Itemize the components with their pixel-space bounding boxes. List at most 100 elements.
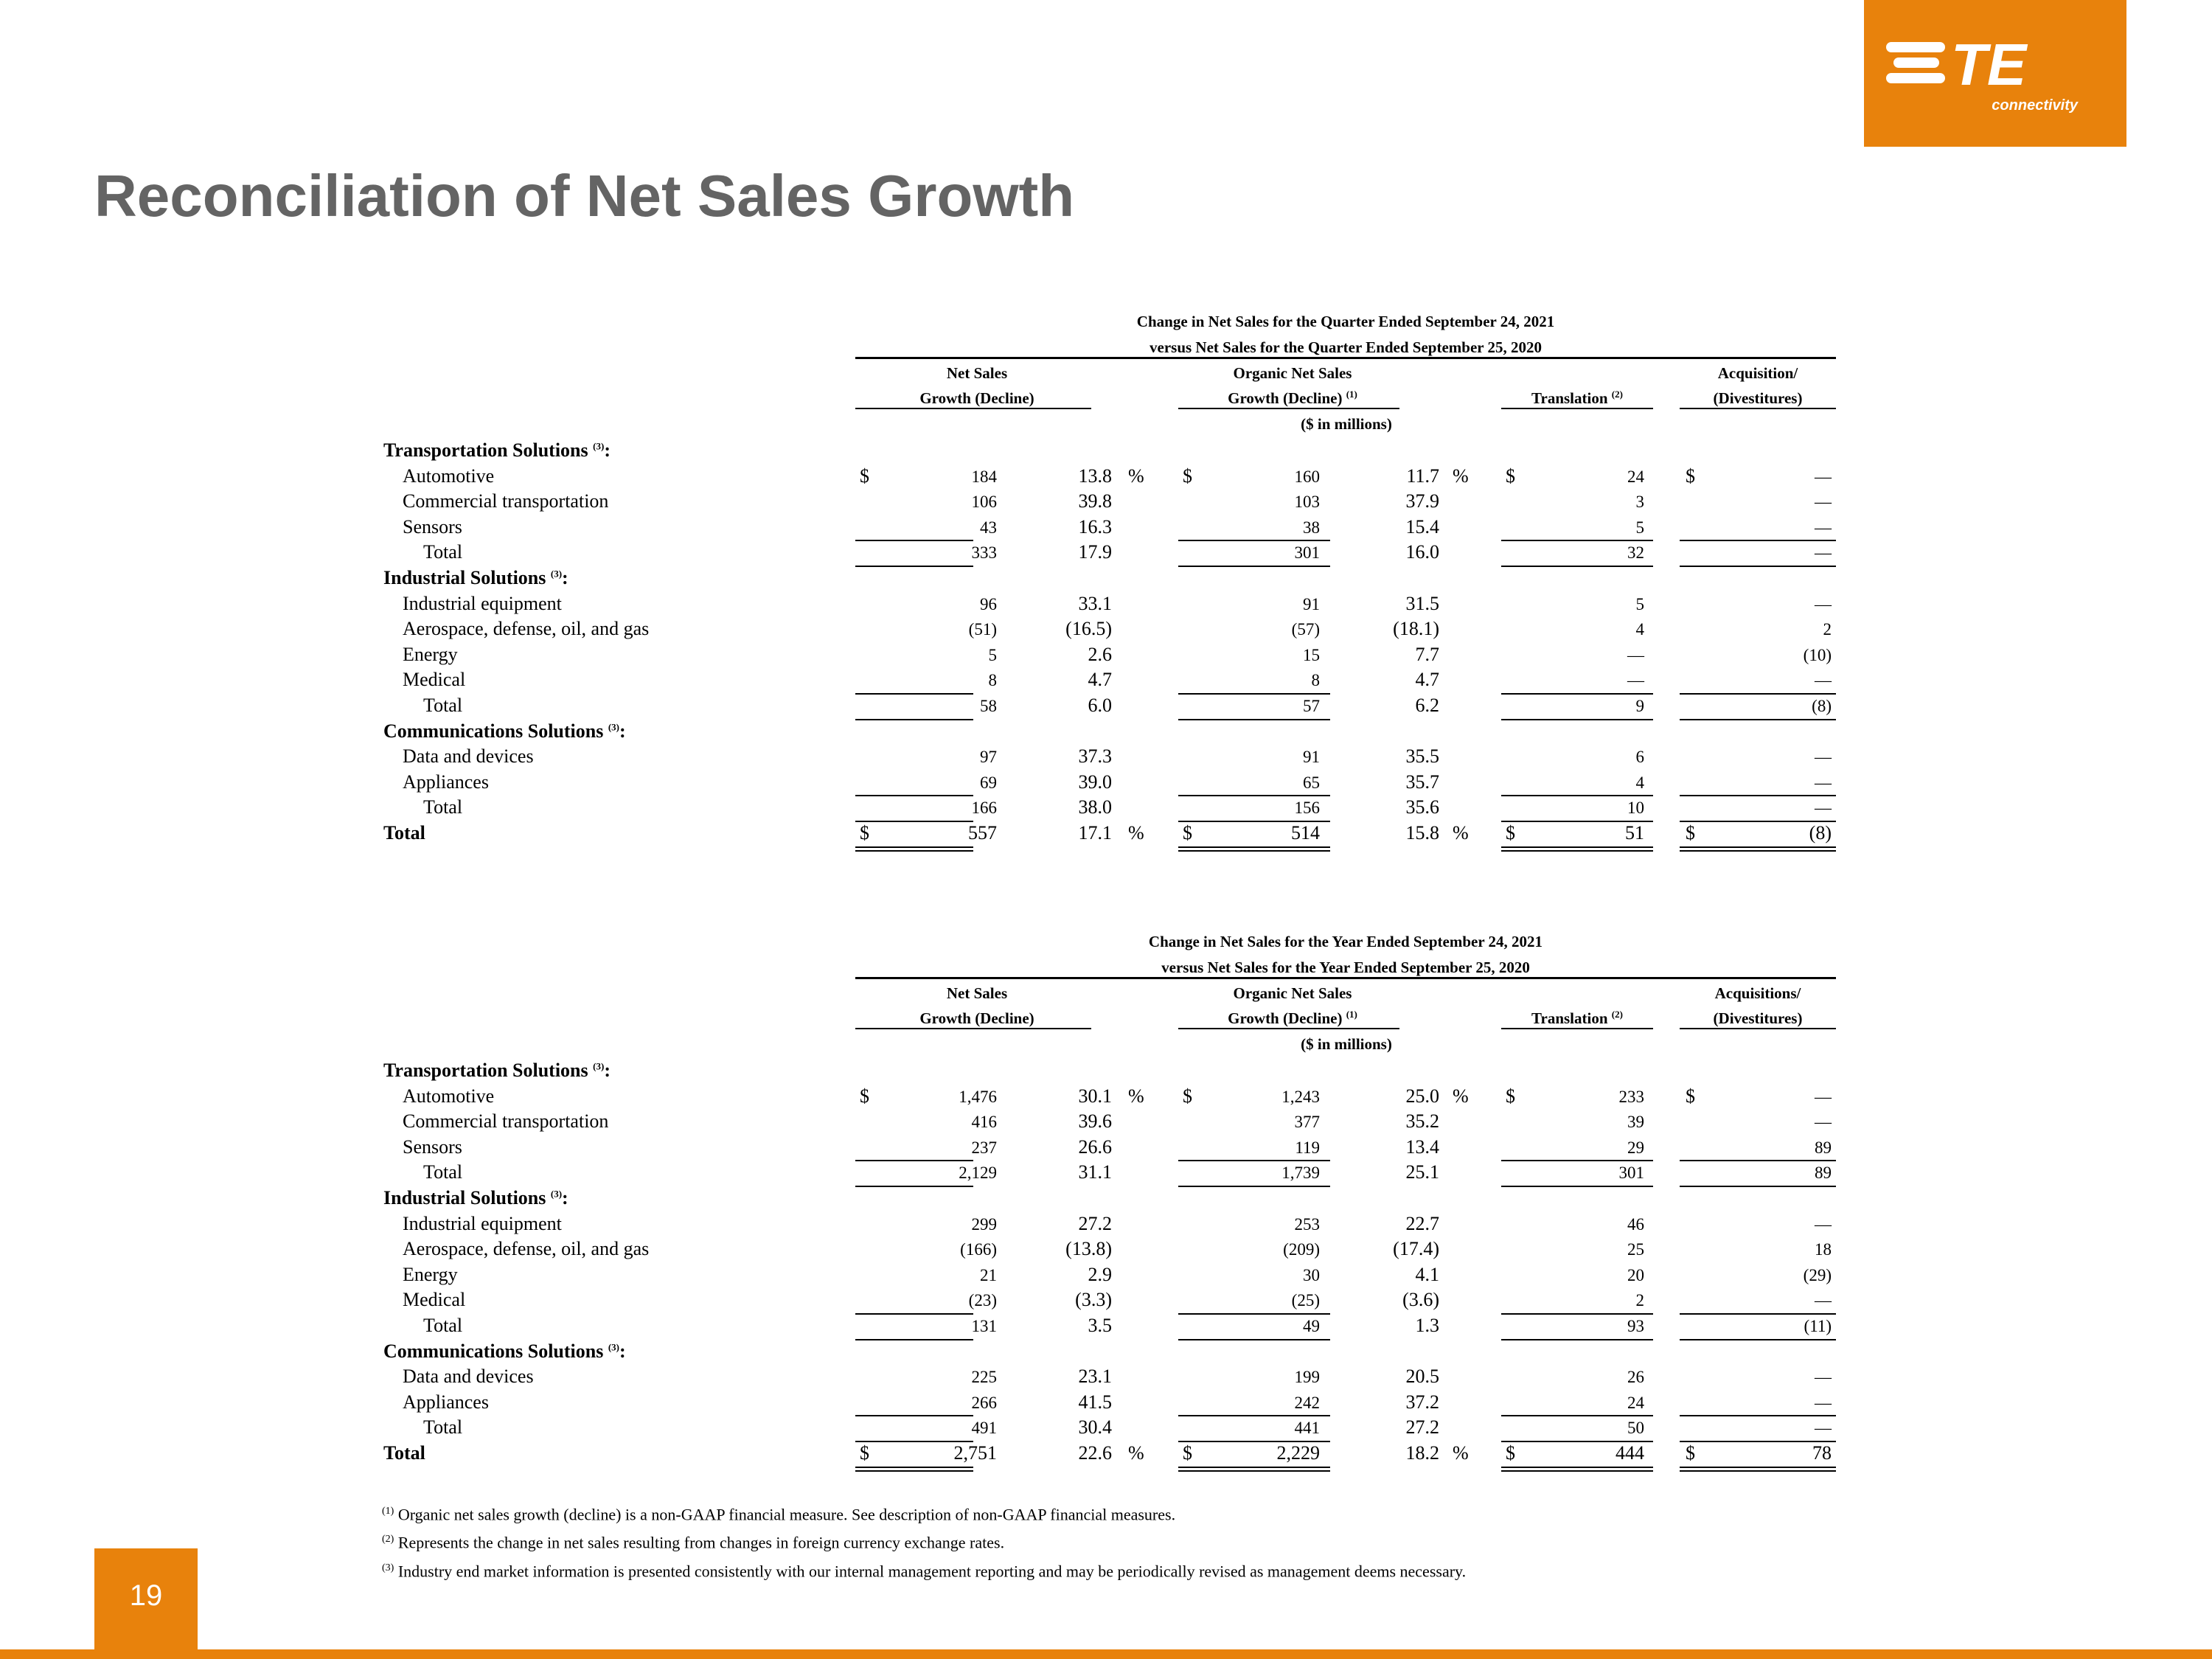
footnotes: (1) Organic net sales growth (decline) i…: [382, 1499, 1466, 1584]
section-header-row: Industrial Solutions (3):: [0, 1187, 2212, 1212]
organic-value: 65: [1303, 773, 1320, 792]
table-row: Data and devices 97 37.3 91 35.5 6 —: [0, 745, 2212, 771]
single-rule: [855, 1415, 973, 1417]
net-sales-value: 2,751: [953, 1442, 998, 1464]
currency-symbol: $: [1686, 1442, 1695, 1464]
footnote-2: (2) Represents the change in net sales r…: [382, 1533, 1005, 1552]
organic-pct: 18.2: [1405, 1442, 1440, 1464]
single-rule: [1178, 1313, 1330, 1315]
single-rule: [855, 718, 973, 720]
net-sales-value: 166: [971, 799, 998, 818]
currency-symbol: $: [1183, 465, 1192, 487]
percent-symbol: %: [1453, 465, 1469, 487]
section-header-row: Transportation Solutions (3):: [0, 439, 2212, 465]
organic-value: 514: [1291, 822, 1320, 844]
organic-value: 30: [1303, 1265, 1320, 1284]
net-sales-value: 131: [971, 1317, 998, 1335]
net-sales-pct: 2.6: [1088, 643, 1113, 665]
row-label: Total: [383, 822, 425, 844]
table-row: Commercial transportation 106 39.8 103 37.9 3…: [0, 490, 2212, 515]
net-sales-pct: 39.0: [1078, 771, 1113, 793]
acquisitions-value: —: [1815, 1368, 1832, 1387]
currency-symbol: $: [1506, 465, 1515, 487]
col-rule: [1680, 1028, 1836, 1029]
single-rule: [1501, 1186, 1653, 1187]
subtotal-row: Total 2,129 31.1 1,739 25.1 301 89: [0, 1161, 2212, 1186]
currency-symbol: $: [1506, 822, 1515, 844]
net-sales-value: (166): [960, 1240, 997, 1259]
row-label: Total: [423, 1161, 463, 1183]
row-label: Energy: [403, 643, 458, 665]
table-row: Appliances 69 39.0 65 35.7 4 —: [0, 771, 2212, 796]
net-sales-value: 1,476: [959, 1087, 997, 1106]
single-rule: [855, 540, 973, 542]
col-rule: [855, 1028, 1091, 1029]
organic-pct: 4.7: [1415, 669, 1440, 691]
organic-pct: 11.7: [1406, 465, 1439, 487]
row-label: Medical: [403, 1289, 466, 1311]
row-label: Total: [423, 1315, 463, 1336]
double-rule: [1501, 846, 1653, 852]
organic-value: 160: [1294, 467, 1321, 486]
organic-value: 57: [1303, 697, 1320, 715]
acquisitions-value: —: [1815, 1393, 1832, 1412]
percent-symbol: %: [1128, 822, 1144, 844]
net-sales-value: 237: [971, 1138, 998, 1157]
translation-value: 24: [1627, 467, 1644, 486]
organic-value: 441: [1294, 1419, 1321, 1438]
single-rule: [1501, 1441, 1653, 1442]
net-sales-value: 333: [971, 543, 998, 563]
col-organic-line2: Growth (Decline) (1): [1228, 389, 1357, 407]
acquisitions-value: —: [1815, 518, 1832, 537]
row-label: Total: [423, 796, 463, 818]
net-sales-pct: 22.6: [1078, 1442, 1113, 1464]
table-row: Commercial transportation 416 39.6 377 35.2 3…: [0, 1110, 2212, 1135]
table-row: Medical (23) (3.3) (25) (3.6) 2 —: [0, 1289, 2212, 1314]
net-sales-pct: (3.3): [1075, 1289, 1112, 1311]
net-sales-value: 491: [971, 1419, 998, 1438]
net-sales-pct: 39.8: [1078, 490, 1113, 512]
table-row: Aerospace, defense, oil, and gas (166) (13…: [0, 1238, 2212, 1263]
row-label: Total: [423, 541, 463, 563]
net-sales-pct: 30.1: [1078, 1085, 1113, 1107]
acquisitions-value: —: [1815, 1087, 1832, 1106]
organic-value: (57): [1291, 620, 1320, 639]
organic-pct: 22.7: [1405, 1212, 1440, 1234]
single-rule: [855, 1160, 973, 1162]
acquisitions-value: 89: [1815, 1138, 1832, 1157]
net-sales-pct: 38.0: [1078, 796, 1113, 818]
col-rule: [1501, 1028, 1653, 1029]
organic-value: 8: [1311, 671, 1321, 690]
acquisitions-value: —: [1815, 594, 1832, 613]
row-label: Total: [383, 1442, 425, 1464]
organic-value: 377: [1294, 1113, 1321, 1132]
organic-value: 91: [1303, 748, 1320, 767]
translation-value: 51: [1625, 822, 1644, 844]
single-rule: [1680, 821, 1836, 822]
net-sales-pct: (13.8): [1065, 1238, 1112, 1260]
section-label: Communications Solutions (3):: [383, 720, 626, 742]
net-sales-value: 21: [980, 1265, 997, 1284]
net-sales-pct: 2.9: [1088, 1263, 1113, 1285]
net-sales-pct: 3.5: [1088, 1315, 1113, 1336]
organic-value: (25): [1291, 1291, 1320, 1310]
organic-pct: 37.9: [1405, 490, 1440, 512]
single-rule: [1178, 1441, 1330, 1442]
organic-value: 1,739: [1281, 1164, 1320, 1183]
net-sales-value: 43: [980, 518, 997, 537]
single-rule: [1178, 795, 1330, 797]
col-net-sales-line1: Net Sales: [946, 984, 1008, 1002]
acquisitions-value: —: [1815, 748, 1832, 767]
organic-pct: 37.2: [1405, 1391, 1440, 1413]
net-sales-pct: 30.4: [1078, 1416, 1113, 1439]
grand-total-row: Total $% $% $ $2,751 22.6 2,229 18.2 444 78: [0, 1442, 2212, 1467]
currency-symbol: $: [860, 822, 869, 844]
row-label: Total: [423, 695, 463, 716]
single-rule: [1501, 693, 1653, 695]
double-rule: [1680, 846, 1836, 852]
single-rule: [1680, 540, 1836, 542]
table-row: Data and devices 225 23.1 199 20.5 26 —: [0, 1366, 2212, 1391]
net-sales-value: 58: [980, 697, 997, 715]
organic-pct: 35.5: [1405, 745, 1440, 768]
col-net-sales-line2: Growth (Decline): [919, 1009, 1034, 1027]
